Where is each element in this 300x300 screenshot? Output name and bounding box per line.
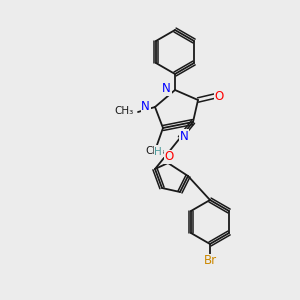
Text: O: O bbox=[214, 89, 224, 103]
Text: N: N bbox=[180, 130, 188, 142]
Text: H: H bbox=[154, 147, 162, 157]
Text: N: N bbox=[162, 82, 171, 95]
Text: Br: Br bbox=[203, 254, 217, 268]
Text: O: O bbox=[164, 151, 174, 164]
Text: CH₃: CH₃ bbox=[115, 106, 134, 116]
Text: CH₃: CH₃ bbox=[146, 146, 165, 156]
Text: N: N bbox=[141, 100, 150, 113]
